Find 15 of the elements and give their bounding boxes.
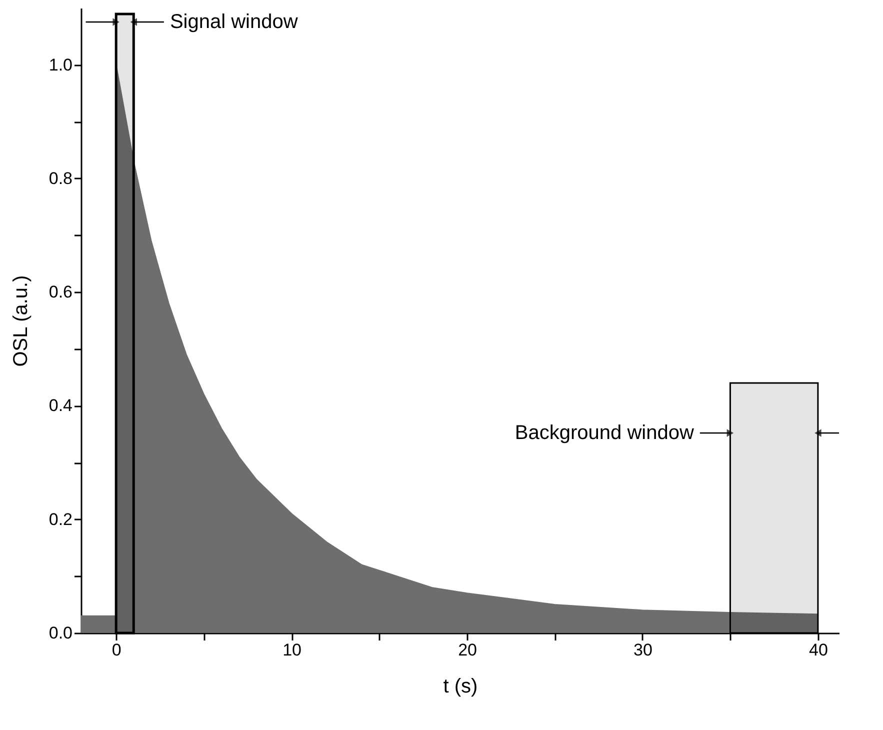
x-tick-label: 30	[634, 640, 652, 660]
x-tick-label: 0	[112, 640, 122, 660]
y-tick-label: 0.8	[48, 168, 72, 188]
y-tick-label: 1.0	[48, 55, 72, 74]
band-label: Background window	[514, 422, 694, 444]
y-tick-label: 0.6	[48, 282, 72, 302]
x-tick-label: 10	[282, 640, 302, 660]
x-tick-label: 20	[458, 640, 477, 660]
y-tick-label: 0.0	[48, 624, 72, 642]
y-tick-label: 0.4	[48, 396, 72, 416]
band-label: Signal window	[170, 11, 298, 33]
x-tick-label: 40	[808, 640, 828, 660]
y-tick-label: 0.2	[48, 510, 72, 529]
y-axis-title: OSL (a.u.)	[10, 275, 32, 367]
x-axis-title: t (s)	[443, 676, 478, 698]
